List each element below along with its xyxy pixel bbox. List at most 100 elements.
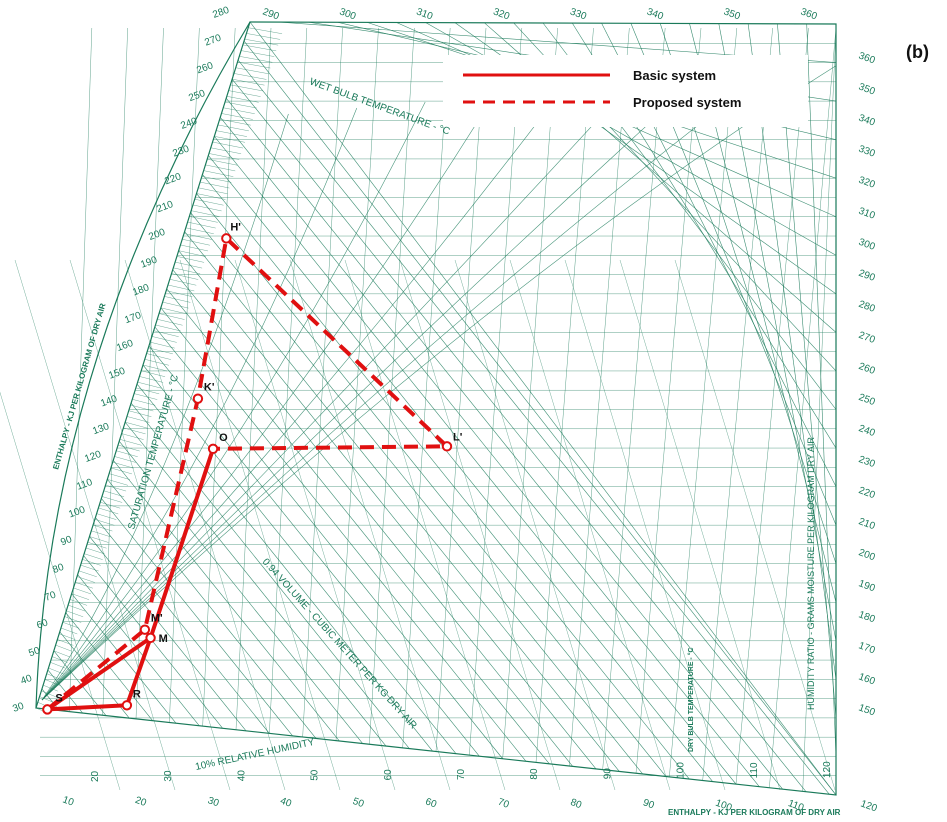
hatch-line <box>205 164 236 172</box>
hatch-line <box>185 227 214 234</box>
hatch-line <box>135 387 160 395</box>
left-tick-label: 130 <box>91 421 111 437</box>
dry-bulb-line <box>169 27 200 723</box>
bottom-tick-label: 120 <box>859 798 879 814</box>
hatch-line <box>144 359 169 366</box>
rh-curve <box>41 77 700 701</box>
dry-bulb-line <box>635 27 702 774</box>
enthalpy-line <box>77 574 200 726</box>
right-tick-label: 360 <box>857 50 877 66</box>
left-tick-label: 180 <box>131 282 151 298</box>
hatch-line <box>183 233 212 240</box>
right-tick-label: 180 <box>857 609 877 625</box>
right-tick-label: 160 <box>857 671 877 687</box>
panel-label: (b) <box>906 42 929 62</box>
left-tick-label: 120 <box>83 449 103 465</box>
right-tick-label: 320 <box>857 175 877 191</box>
point-marker <box>221 233 232 244</box>
hatch-line <box>182 239 210 246</box>
point-marker <box>207 443 219 455</box>
hatch-line <box>46 673 62 680</box>
right-tick-label: 240 <box>857 423 877 439</box>
top-tick-label: 290 <box>261 6 281 22</box>
enthalpy-line <box>184 231 620 772</box>
bottom-tick-label: 40 <box>279 796 294 810</box>
volume-line <box>289 259 451 791</box>
dry-bulb-line <box>469 27 523 756</box>
hatch-line <box>93 524 113 532</box>
point-marker <box>145 632 156 644</box>
hatch-line <box>150 341 175 349</box>
enthalpy-line <box>231 78 807 792</box>
hatch-line <box>48 667 64 675</box>
hatch-line <box>55 644 72 652</box>
enthalpy-line <box>113 460 340 742</box>
point-label: R <box>133 688 141 700</box>
hatch-line <box>226 96 259 103</box>
chart-points: S R M M' O K' H' L' <box>42 221 463 715</box>
bottom-tick-label: 30 <box>206 795 221 809</box>
hatch-line <box>201 176 232 183</box>
hatch-line <box>187 221 216 229</box>
bottom-tick-label: 60 <box>424 796 439 810</box>
hatch-line <box>230 84 263 92</box>
rh-curve <box>41 107 358 701</box>
enthalpy-line <box>154 326 503 759</box>
drybulb-tick-label: 110 <box>749 762 760 778</box>
left-tick-label: 30 <box>11 701 26 715</box>
left-tick-label: 110 <box>75 477 94 493</box>
hatch-line <box>141 370 166 377</box>
left-tick-label: 250 <box>187 88 207 104</box>
left-tick-label: 160 <box>115 338 135 354</box>
right-tick-label: 290 <box>857 268 877 284</box>
volume-line <box>0 391 121 791</box>
hatch-line <box>98 507 119 515</box>
enthalpy-line <box>196 193 667 777</box>
dry-bulb-line <box>402 27 451 748</box>
hatch-line <box>142 364 168 372</box>
left-tick-label: 40 <box>19 673 34 687</box>
right-tick-label: 220 <box>857 485 877 501</box>
top-tick-label: 320 <box>492 6 512 22</box>
point-label: M <box>159 633 168 645</box>
bottom-tick-label: 50 <box>351 796 366 810</box>
hatch-line <box>123 427 146 435</box>
hatch-line <box>217 124 249 132</box>
drybulb-tick-label: 100 <box>676 762 687 779</box>
left-tick-label: 50 <box>27 645 42 659</box>
hatch-line <box>160 307 187 315</box>
hatch-line <box>157 319 183 326</box>
right-tick-label: 250 <box>857 392 877 408</box>
humidity-ratio-title: HUMIDITY RATIO - GRAMS MOISTURE PER KILO… <box>806 437 816 710</box>
series-basic-line <box>46 446 216 712</box>
drybulb-tick-label: 120 <box>822 761 833 778</box>
hatch-line <box>73 587 92 595</box>
enthalpy-line <box>178 250 597 770</box>
hatch-line <box>233 73 267 80</box>
dry-bulb-line <box>602 27 666 770</box>
hatch-line <box>117 444 140 452</box>
hatch-line <box>60 627 78 635</box>
enthalpy-line <box>95 517 270 734</box>
rh-curve <box>41 83 631 701</box>
enthalpy-line <box>166 288 550 765</box>
rh-curve <box>41 101 426 701</box>
right-tick-label: 230 <box>857 454 877 470</box>
hatch-line <box>212 141 244 149</box>
volume-line <box>564 259 726 791</box>
hatch-line <box>194 199 224 206</box>
rh-curve <box>41 113 289 701</box>
hatch-line <box>80 564 99 572</box>
hatch-line <box>132 399 156 406</box>
hatch-line <box>189 216 218 223</box>
hatch-line <box>207 159 238 166</box>
hatch-line <box>50 662 66 669</box>
hatch-line <box>119 439 142 446</box>
drybulb-tick-label: 20 <box>90 770 101 782</box>
point-marker <box>441 441 453 452</box>
drybulb-tick-label: 70 <box>456 768 467 780</box>
left-tick-label: 210 <box>155 199 175 215</box>
enthalpy-line <box>220 117 760 787</box>
hatch-line <box>223 107 255 114</box>
hatch-line <box>169 279 197 286</box>
